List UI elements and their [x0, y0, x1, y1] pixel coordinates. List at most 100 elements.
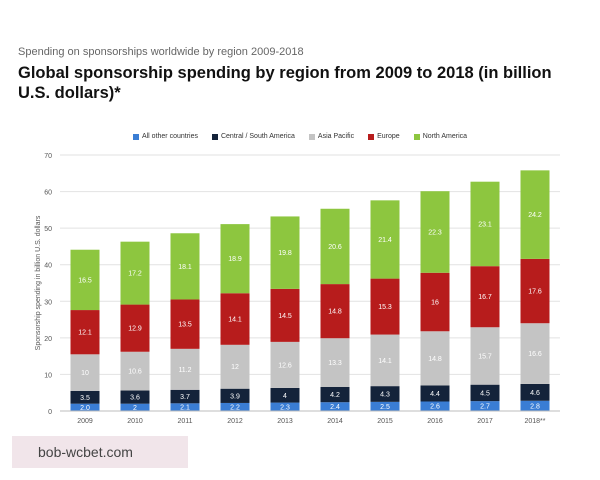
bar-segment: [370, 386, 400, 402]
page-title: Global sponsorship spending by region fr…: [18, 64, 552, 102]
data-label: 24.2: [528, 212, 542, 219]
bar-segment: [520, 323, 550, 384]
bar-segment: [220, 388, 250, 403]
bar-segment: [220, 402, 250, 411]
bar-segment: [370, 200, 400, 279]
bar-segment: [320, 284, 350, 339]
legend-swatch: [368, 133, 375, 140]
x-tick-label: 2011: [177, 418, 192, 425]
data-label: 3.9: [230, 393, 240, 400]
legend-item: Asia Pacific: [308, 133, 354, 140]
bar-segment: [70, 390, 100, 404]
bar-segment: [170, 299, 200, 349]
bar-segment: [420, 272, 450, 332]
y-tick-label: 30: [44, 299, 52, 306]
bar-segment: [270, 387, 300, 403]
page-subtitle: Spending on sponsorships worldwide by re…: [18, 46, 304, 58]
bar-segment: [170, 348, 200, 390]
bar-segment: [370, 401, 400, 411]
data-label: 17.6: [528, 289, 542, 296]
data-label: 12.1: [78, 330, 92, 337]
bar-segment: [370, 334, 400, 387]
legend-item: Central / South America: [211, 133, 295, 140]
data-label: 12: [231, 364, 239, 371]
y-tick-label: 20: [44, 336, 52, 343]
data-label: 13.3: [328, 360, 342, 367]
x-tick-label: 2014: [327, 418, 343, 425]
legend-swatch: [308, 133, 315, 140]
x-tick-label: 2015: [377, 418, 393, 425]
bar-segment: [270, 216, 300, 289]
bar-segment: [120, 241, 150, 305]
data-label: 2.0: [80, 405, 90, 412]
bar-segment: [320, 338, 350, 387]
bar-segment: [220, 224, 250, 294]
data-label: 2.4: [330, 404, 340, 411]
bar-segment: [470, 401, 500, 411]
bar-segment: [420, 385, 450, 402]
data-label: 15.3: [378, 304, 392, 311]
y-tick-label: 50: [44, 226, 52, 233]
legend-label: All other countries: [141, 133, 198, 140]
bar-segment: [320, 386, 350, 403]
data-label: 2.7: [480, 404, 490, 411]
data-label: 4.4: [430, 391, 440, 398]
bar-segment: [320, 402, 350, 411]
bar-segment: [120, 304, 150, 352]
data-label: 4.6: [530, 390, 540, 397]
data-label: 4.2: [330, 392, 340, 399]
bar-segment: [120, 403, 150, 411]
bar-segment: [70, 310, 100, 355]
data-label: 12.9: [128, 326, 142, 333]
x-tick-label: 2012: [227, 418, 243, 425]
data-label: 3.7: [180, 394, 190, 401]
data-label: 2.1: [180, 405, 190, 412]
y-tick-label: 10: [44, 372, 52, 379]
data-label: 19.8: [278, 250, 292, 257]
bar-segment: [520, 258, 550, 324]
y-tick-label: 70: [44, 153, 52, 160]
data-label: 15.7: [478, 353, 492, 360]
data-label: 16.6: [528, 351, 542, 358]
bar-segment: [520, 400, 550, 411]
data-label: 14.1: [378, 358, 392, 365]
y-tick-label: 40: [44, 263, 52, 270]
data-label: 2.2: [230, 404, 240, 411]
data-label: 2.3: [280, 404, 290, 411]
data-label: 16: [431, 300, 439, 307]
bar-segment: [270, 341, 300, 388]
bar-segment: [120, 351, 150, 391]
legend-item: Europe: [368, 133, 400, 140]
bar-segment: [320, 208, 350, 285]
data-label: 2.8: [530, 403, 540, 410]
data-label: 2: [133, 405, 137, 412]
legend-swatch: [413, 133, 420, 140]
data-label: 23.1: [478, 221, 492, 228]
data-label: 2.6: [430, 404, 440, 411]
legend-swatch: [211, 133, 218, 140]
bar-segment: [70, 249, 100, 311]
legend-label: Europe: [377, 133, 400, 140]
bar-segment: [370, 278, 400, 335]
data-label: 13.5: [178, 322, 192, 329]
data-label: 10.6: [128, 369, 142, 376]
bar-segment: [70, 354, 100, 391]
data-label: 3.6: [130, 395, 140, 402]
data-label: 10: [81, 370, 89, 377]
data-label: 14.8: [428, 356, 442, 363]
data-label: 4.3: [380, 391, 390, 398]
data-label: 22.3: [428, 229, 442, 236]
y-tick-label: 60: [44, 190, 52, 197]
bar-segment: [220, 293, 250, 345]
x-tick-label: 2010: [127, 418, 143, 425]
bar-segment: [420, 401, 450, 411]
y-axis-label: Sponsorship spending in billion U.S. dol…: [35, 215, 42, 350]
data-label: 17.2: [128, 271, 142, 278]
bar-segment: [470, 327, 500, 385]
data-label: 18.9: [228, 256, 242, 263]
chart-legend: All other countries Central / South Ameri…: [0, 133, 600, 140]
legend-item: All other countries: [132, 133, 198, 140]
legend-item: North America: [413, 133, 467, 140]
data-label: 11.2: [178, 367, 191, 374]
